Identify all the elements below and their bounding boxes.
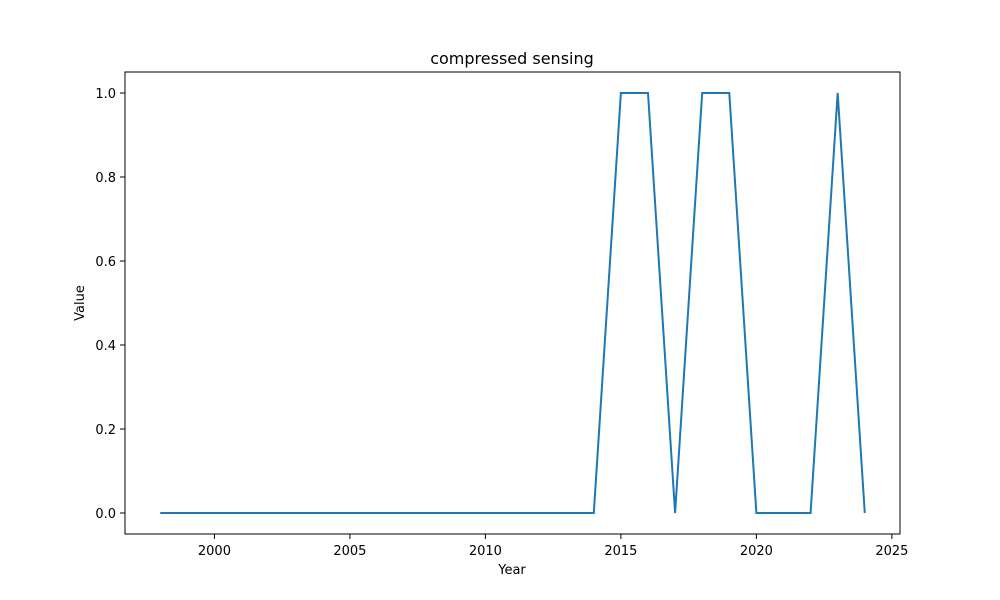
x-tick-label: 2025 — [875, 544, 908, 559]
y-tick-label: 0.6 — [95, 255, 116, 270]
x-axis-label: Year — [497, 563, 526, 578]
x-tick-label: 2010 — [469, 544, 502, 559]
axes-frame — [124, 71, 901, 535]
y-tick-label: 0.4 — [95, 339, 116, 354]
chart-title: compressed sensing — [430, 49, 594, 68]
x-tick-label: 2005 — [333, 544, 366, 559]
x-tick-label: 2015 — [604, 544, 637, 559]
x-axis: 2000 2005 2010 2015 2020 2025 — [198, 534, 908, 559]
series-line — [160, 92, 866, 514]
x-tick-label: 2020 — [740, 544, 773, 559]
y-tick-label: 0.2 — [95, 423, 116, 438]
y-axis: 0.0 0.2 0.4 0.6 0.8 1.0 — [95, 87, 125, 522]
x-tick-label: 2000 — [198, 544, 231, 559]
y-tick-label: 0.8 — [95, 171, 116, 186]
y-tick-label: 0.0 — [95, 507, 116, 522]
y-axis-label: Value — [73, 285, 88, 321]
plot-area — [160, 92, 866, 514]
y-tick-label: 1.0 — [95, 87, 116, 102]
